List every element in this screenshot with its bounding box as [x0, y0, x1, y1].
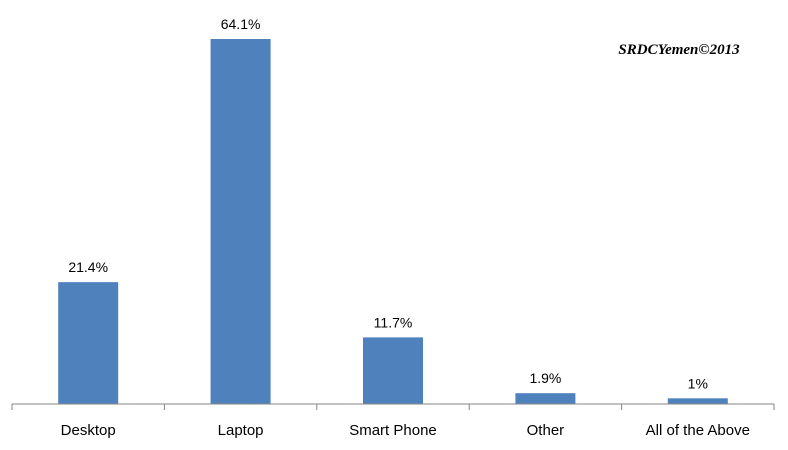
chart-annotation: SRDCYemen©2013 — [618, 42, 740, 58]
data-labels-group: 21.4% 64.1% 11.7% 1.9% 1% — [68, 16, 708, 391]
bar-other — [515, 393, 576, 404]
bar-smart-phone — [363, 337, 423, 404]
category-label: Smart Phone — [349, 422, 437, 439]
category-label: Other — [527, 422, 565, 439]
bars-group — [58, 39, 728, 404]
category-label: All of the Above — [646, 422, 750, 439]
bar-desktop — [58, 282, 119, 404]
data-label: 21.4% — [68, 259, 108, 275]
category-labels-group: Desktop Laptop Smart Phone Other All of the … — [61, 422, 750, 439]
category-label: Laptop — [218, 422, 264, 439]
data-label: 64.1% — [221, 16, 261, 32]
category-label: Desktop — [61, 422, 116, 439]
bar-all-of-the-above — [667, 398, 728, 404]
bar-laptop — [210, 39, 271, 404]
data-label: 1% — [688, 375, 708, 391]
data-label: 11.7% — [374, 314, 413, 330]
x-axis-ticks — [11, 404, 775, 410]
data-label: 1.9% — [529, 370, 561, 386]
